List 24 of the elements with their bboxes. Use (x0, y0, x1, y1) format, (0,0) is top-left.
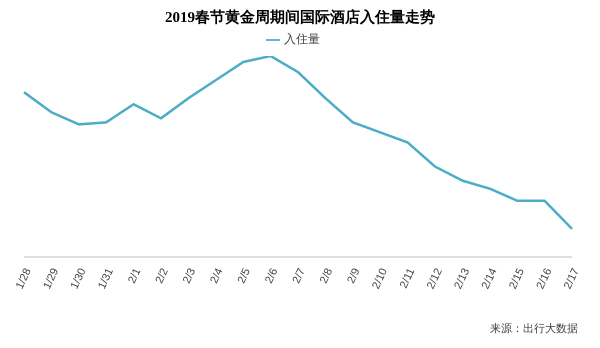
x-tick-label: 2/3 (180, 266, 198, 286)
x-tick-label: 2/12 (424, 266, 445, 291)
x-tick-label: 1/29 (41, 266, 62, 291)
x-tick-label: 2/10 (370, 266, 390, 291)
x-tick-label: 2/14 (480, 266, 500, 291)
x-tick-label: 2/2 (153, 266, 171, 286)
x-tick-label: 2/8 (318, 266, 336, 286)
x-tick-label: 2/15 (507, 266, 527, 291)
x-tick-label: 2/6 (263, 266, 280, 286)
x-tick-label: 2/11 (398, 266, 418, 290)
x-tick-label: 2/1 (126, 266, 144, 286)
source-note: 来源：出行大数据 (490, 322, 578, 336)
x-tick-label: 2/16 (534, 266, 554, 291)
x-tick-label: 2/5 (236, 266, 253, 286)
x-tick-label: 2/4 (208, 266, 226, 286)
x-tick-label: 1/28 (14, 266, 34, 291)
x-tick-label: 2/9 (345, 266, 363, 286)
chart-title: 2019春节黄金周期间国际酒店入住量走势 (164, 8, 436, 27)
x-tick-label: 2/13 (452, 266, 472, 291)
legend-label: 入住量 (284, 32, 320, 46)
x-tick-label: 2/17 (562, 266, 582, 291)
x-tick-label: 1/31 (96, 266, 116, 291)
x-tick-label: 1/30 (68, 266, 89, 291)
x-tick-label: 2/7 (290, 266, 308, 286)
